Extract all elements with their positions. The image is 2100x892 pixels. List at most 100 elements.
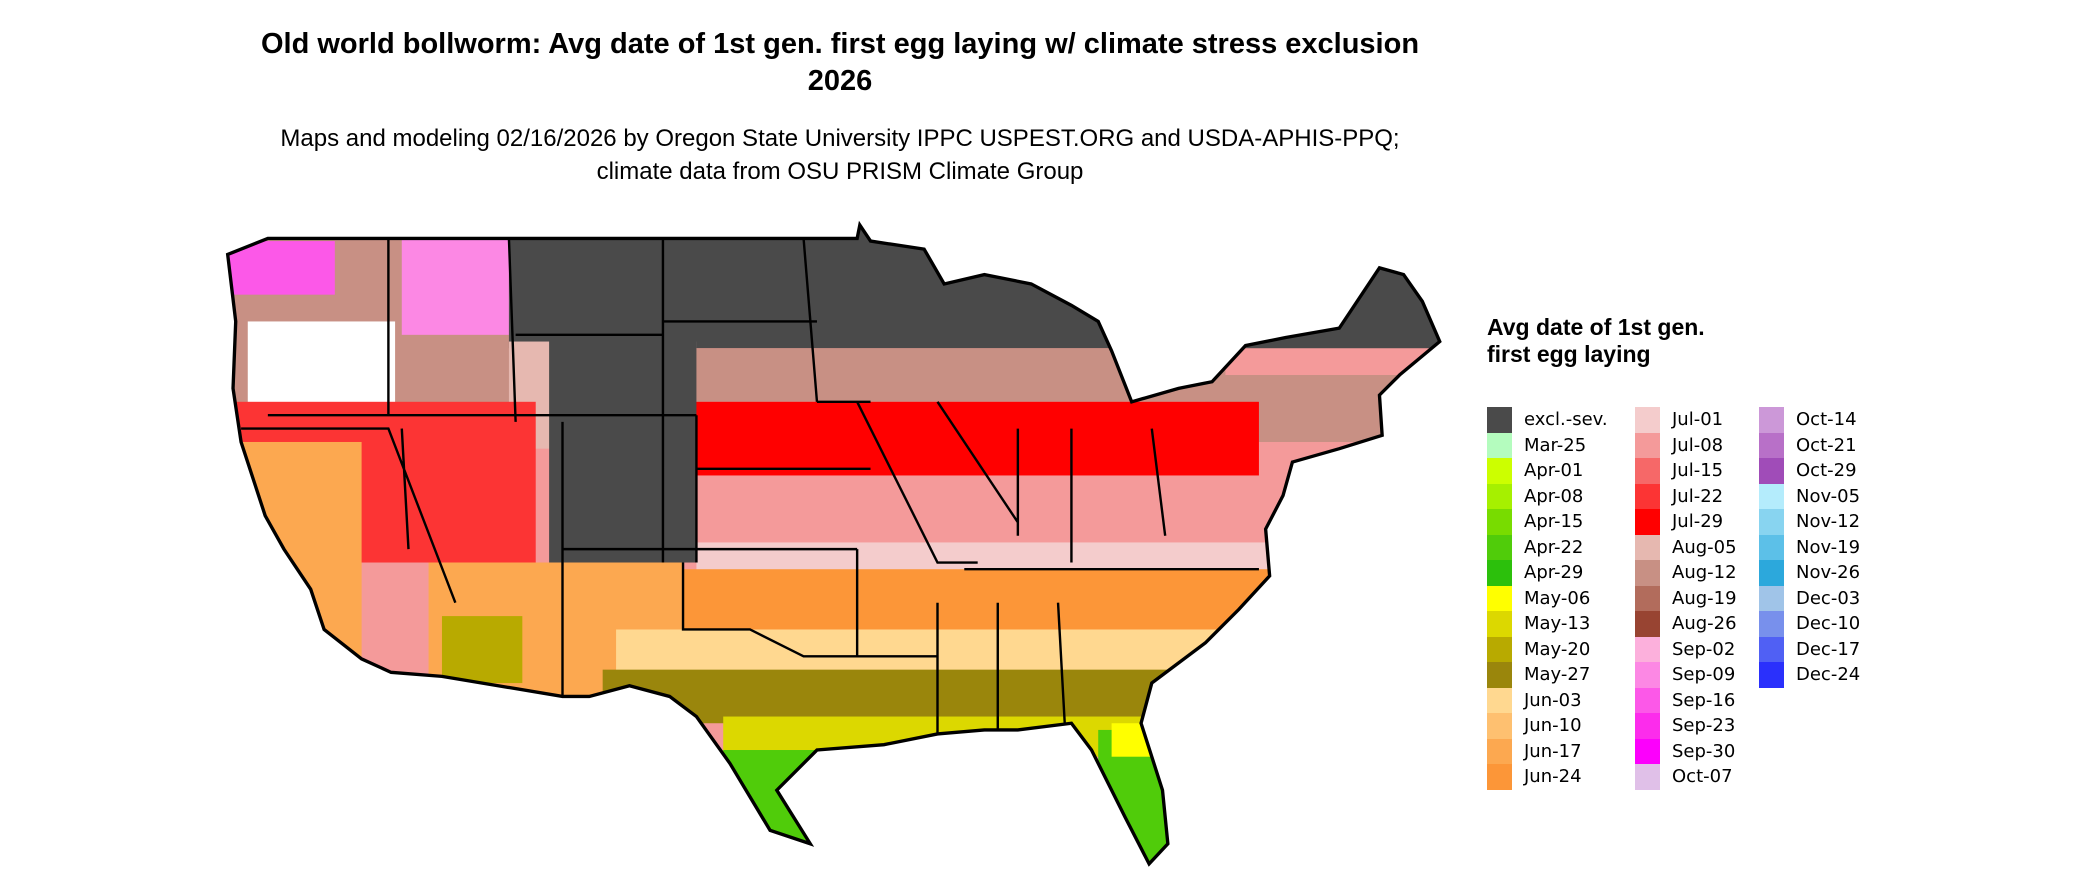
legend-label: May-13 [1524,613,1591,635]
legend-swatch [1635,636,1660,662]
legend-item: Nov-26 [1759,560,1860,586]
legend-swatch [1487,483,1512,509]
legend-item: May-06 [1487,585,1608,611]
legend-item: Jul-01 [1635,407,1737,433]
legend-label: Apr-15 [1524,511,1584,533]
legend-label: excl.-sev. [1524,409,1608,431]
legend-swatch [1759,662,1784,688]
legend-swatch [1487,713,1512,739]
legend-swatch [1635,534,1660,560]
legend-swatch [1487,560,1512,586]
legend-item: May-20 [1487,636,1608,662]
legend-swatch [1759,458,1784,484]
legend-label: Dec-03 [1796,587,1861,609]
legend-label: Nov-26 [1796,562,1861,584]
legend-label: Dec-24 [1796,664,1861,686]
legend-label: Mar-25 [1524,434,1587,456]
legend-item: Dec-10 [1759,611,1860,637]
legend-label: Dec-17 [1796,638,1861,660]
legend-label: Apr-29 [1524,562,1584,584]
legend-label: Jun-03 [1524,689,1582,711]
legend-label: Jul-22 [1672,485,1724,507]
legend-label: Jul-01 [1672,409,1724,431]
legend-item: Oct-21 [1759,432,1860,458]
legend-item: Mar-25 [1487,432,1608,458]
legend-item: Sep-02 [1635,636,1737,662]
legend-item: Dec-03 [1759,585,1861,611]
state-borders [241,238,1259,737]
legend-swatch [1487,764,1512,790]
legend-swatch [1635,432,1660,458]
legend-swatch [1759,585,1784,611]
legend-label: Dec-10 [1796,613,1861,635]
legend-swatch [1635,560,1660,586]
legend-swatch [1487,662,1512,688]
legend-swatch [1635,509,1660,535]
legend-column: Oct-14 Oct-21 Oct-29 Nov-05 Nov-12 Nov-19 Nov-… [1759,407,1860,688]
legend-column: excl.-sev. Mar-25 Apr-01 Apr-08 Apr-15 Apr-22… [1487,407,1608,790]
legend-swatch [1487,407,1512,433]
legend-item: Nov-12 [1759,509,1860,535]
legend-item: Apr-01 [1487,458,1608,484]
legend-item: Apr-15 [1487,509,1608,535]
legend-label: Nov-19 [1796,536,1861,558]
legend-label: Oct-29 [1796,460,1857,482]
legend-swatch [1759,560,1784,586]
legend-label: Aug-26 [1672,613,1737,635]
legend-item: Dec-17 [1759,636,1861,662]
legend-item: Jul-22 [1635,483,1737,509]
legend-item: Sep-09 [1635,662,1737,688]
legend-label: Jun-17 [1524,740,1582,762]
legend-label: May-20 [1524,638,1591,660]
legend-label: Sep-09 [1672,664,1736,686]
legend-label: May-27 [1524,664,1591,686]
legend-item: Apr-08 [1487,483,1608,509]
legend-label: Sep-30 [1672,740,1736,762]
legend-swatch [1759,611,1784,637]
legend-item: Apr-22 [1487,534,1608,560]
legend-label: Oct-21 [1796,434,1857,456]
legend-label: Jul-29 [1672,511,1724,533]
legend-label: Oct-14 [1796,409,1857,431]
legend-label: Sep-02 [1672,638,1736,660]
legend-label: Sep-16 [1672,689,1736,711]
legend-swatch [1759,432,1784,458]
legend-label: May-06 [1524,587,1591,609]
legend-item: Aug-26 [1635,611,1737,637]
legend-item: excl.-sev. [1487,407,1608,433]
legend-swatch [1635,738,1660,764]
legend-item: Oct-29 [1759,458,1860,484]
legend-label: Aug-19 [1672,587,1737,609]
legend-swatch [1635,611,1660,637]
legend-swatch [1635,764,1660,790]
legend-swatch [1487,687,1512,713]
legend-label: Jun-10 [1524,715,1582,737]
legend-item: Sep-30 [1635,738,1737,764]
legend-label: Aug-12 [1672,562,1737,584]
legend-swatch [1635,687,1660,713]
legend-label: Jun-24 [1524,766,1582,788]
legend-swatch [1487,458,1512,484]
legend-label: Apr-08 [1524,485,1584,507]
legend-label: Jul-08 [1672,434,1724,456]
legend-item: Dec-24 [1759,662,1860,688]
legend-swatch [1635,483,1660,509]
legend-label: Sep-23 [1672,715,1736,737]
legend-item: Aug-19 [1635,585,1737,611]
legend-label: Nov-12 [1796,511,1861,533]
legend-item: Jul-29 [1635,509,1737,535]
legend-label: Aug-05 [1672,536,1737,558]
legend-item: Aug-12 [1635,560,1737,586]
legend-swatch [1759,509,1784,535]
legend-swatch [1635,713,1660,739]
legend-swatch [1487,585,1512,611]
legend-swatch [1487,509,1512,535]
legend-label: Nov-05 [1796,485,1861,507]
legend-item: Jun-10 [1487,713,1608,739]
legend-item: Oct-07 [1635,764,1737,790]
legend-swatch [1759,407,1784,433]
legend-swatch [1759,483,1784,509]
legend-swatch [1635,458,1660,484]
legend-label: Jul-15 [1672,460,1724,482]
